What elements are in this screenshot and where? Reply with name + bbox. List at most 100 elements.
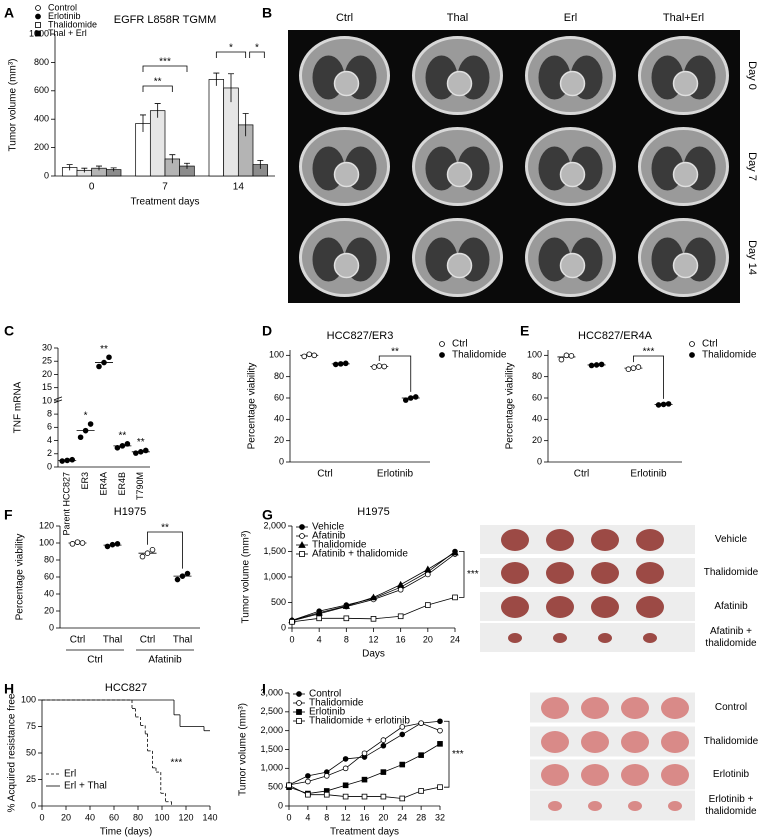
data-point bbox=[361, 750, 368, 757]
error-bar bbox=[96, 165, 102, 171]
legend-marker bbox=[299, 533, 305, 539]
y-tick-label: 0 bbox=[31, 800, 36, 810]
photo-label: Vehicle bbox=[714, 534, 748, 545]
panel-letter: D bbox=[262, 323, 272, 339]
significance-label: * bbox=[84, 411, 88, 422]
data-point bbox=[655, 402, 662, 408]
data-point bbox=[101, 359, 107, 366]
data-point bbox=[104, 543, 111, 550]
x-tick-label: 4 bbox=[317, 634, 322, 644]
data-point bbox=[342, 782, 349, 789]
tumor-photo bbox=[621, 731, 649, 753]
x-axis-label: Time (days) bbox=[100, 827, 152, 838]
legend-marker bbox=[35, 30, 41, 37]
mri-heart bbox=[559, 252, 586, 279]
x-tick-label: 32 bbox=[435, 812, 445, 822]
chart-title: HCC827/ER3 bbox=[327, 330, 394, 342]
tumor-photo bbox=[661, 764, 689, 786]
x-tick-label: Thal bbox=[103, 635, 122, 646]
significance-label: ** bbox=[137, 437, 145, 448]
data-point bbox=[424, 565, 432, 573]
x-tick-label: ER3 bbox=[80, 472, 90, 490]
tumor-photo bbox=[541, 731, 569, 753]
significance-label: ** bbox=[391, 347, 399, 358]
x-tick-label: Thal bbox=[173, 635, 192, 646]
legend-marker bbox=[439, 352, 445, 358]
legend-label: Control bbox=[48, 2, 77, 12]
data-point bbox=[437, 784, 443, 790]
panel-letter: A bbox=[4, 5, 14, 21]
y-tick-label: 120 bbox=[39, 520, 54, 530]
y-axis-label: Percentage viability bbox=[505, 363, 516, 450]
tumor-photo bbox=[621, 764, 649, 786]
panel-letter: E bbox=[520, 323, 529, 339]
tumor-photo bbox=[546, 596, 574, 618]
mri-heart bbox=[672, 161, 699, 188]
legend-marker bbox=[35, 22, 41, 28]
data-point bbox=[568, 353, 575, 359]
legend-marker bbox=[689, 341, 695, 347]
y-tick-label: 20 bbox=[532, 435, 542, 445]
error-bar bbox=[242, 113, 249, 137]
y-tick-label: 30 bbox=[42, 342, 52, 352]
data-point bbox=[380, 769, 387, 775]
x-tick-label: 0 bbox=[289, 634, 294, 644]
legend-marker bbox=[298, 541, 306, 548]
tumor-photo bbox=[668, 801, 682, 811]
data-point bbox=[380, 737, 387, 743]
chart-title: EGFR L858R TGMM bbox=[114, 14, 217, 26]
data-point bbox=[139, 553, 146, 560]
x-axis-label: Treatment days bbox=[130, 197, 199, 208]
photo-label: Control bbox=[714, 702, 748, 713]
data-point bbox=[418, 720, 424, 726]
significance-label: * bbox=[229, 43, 233, 54]
legend-label: Thalidomide bbox=[312, 540, 367, 551]
data-point bbox=[399, 761, 406, 768]
tumor-photo bbox=[501, 529, 529, 551]
photo-label-box: Thalidomide bbox=[704, 736, 758, 747]
significance-label: ** bbox=[100, 344, 108, 355]
data-point bbox=[342, 602, 351, 609]
tumor-photo bbox=[546, 529, 574, 551]
panel-letter: G bbox=[262, 507, 273, 523]
data-point bbox=[437, 718, 443, 725]
mri-heart bbox=[559, 70, 586, 97]
tumor-photo bbox=[591, 529, 619, 551]
data-point bbox=[418, 788, 424, 794]
legend-label: Ctrl bbox=[702, 339, 718, 350]
data-point bbox=[558, 356, 565, 363]
x-tick-label: 100 bbox=[154, 812, 169, 822]
y-axis-label: TNF mRNA bbox=[13, 381, 24, 433]
x-tick-label: Ctrl bbox=[70, 635, 86, 646]
y-tick-label: 0 bbox=[47, 461, 52, 471]
data-point bbox=[563, 352, 570, 359]
data-point bbox=[82, 427, 89, 434]
y-tick-label: 80 bbox=[274, 371, 284, 381]
tumor-photo bbox=[628, 801, 642, 811]
x-tick-label: ER4A bbox=[98, 472, 108, 496]
data-point bbox=[381, 363, 388, 370]
y-tick-label: 500 bbox=[268, 782, 283, 792]
y-tick-label: 50 bbox=[26, 747, 36, 757]
tumor-photo bbox=[636, 596, 664, 618]
group-label: Afatinib bbox=[148, 655, 182, 666]
y-tick-label: 2,500 bbox=[260, 706, 283, 716]
x-tick-label: Parent HCC827 bbox=[62, 472, 72, 536]
column-label: Thal+Erl bbox=[663, 12, 704, 24]
y-tick-label: 2,000 bbox=[260, 725, 283, 735]
tumor-photo bbox=[501, 596, 529, 618]
tumor-photo bbox=[598, 633, 612, 643]
x-tick-label: 16 bbox=[396, 634, 406, 644]
tumor-photo bbox=[541, 764, 569, 786]
data-point bbox=[437, 727, 443, 734]
legend-marker bbox=[296, 691, 302, 697]
x-tick-label: 7 bbox=[162, 182, 168, 193]
data-point bbox=[425, 571, 431, 578]
x-tick-label: 16 bbox=[359, 812, 369, 822]
data-point bbox=[588, 362, 595, 369]
data-point bbox=[305, 773, 311, 779]
data-point bbox=[635, 364, 642, 370]
mri-heart bbox=[446, 161, 473, 188]
data-point bbox=[286, 782, 292, 789]
